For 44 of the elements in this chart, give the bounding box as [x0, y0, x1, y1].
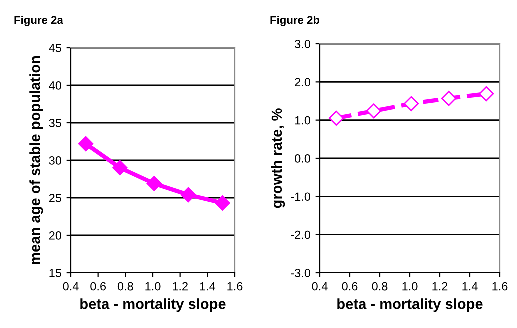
x-tick-label: 0.4 [312, 282, 328, 291]
chart-title: Figure 2b [270, 16, 320, 26]
y-tick-label: 0.0 [295, 154, 311, 163]
point [478, 86, 494, 102]
x-tick-label: 0.8 [118, 282, 134, 291]
y-tick-label: 45 [49, 44, 62, 52]
y-tick-label: 40 [49, 82, 62, 90]
chart-title: Figure 2a [14, 16, 64, 26]
x-tick-label: 1.6 [228, 282, 243, 291]
y-tick-label: -2.0 [291, 230, 311, 240]
x-tick-label: 1.4 [462, 282, 478, 291]
x-tick-label: 0.8 [372, 282, 388, 291]
x-tick-label: 1.2 [173, 282, 188, 291]
x-tick-label: 1.0 [146, 282, 161, 291]
y-tick-label: -3.0 [291, 269, 311, 278]
y-tick-label: -1.0 [291, 192, 311, 202]
y-axis-title: mean age of stable population [30, 56, 44, 264]
x-tick-label: 1.6 [492, 282, 508, 291]
x-tick-label: 0.4 [63, 282, 79, 291]
y-tick-label: 1.0 [295, 116, 311, 125]
y-tick-label: 2.0 [295, 78, 311, 87]
x-tick-label: 1.2 [432, 282, 448, 291]
point [180, 187, 196, 203]
point [404, 96, 420, 112]
point [146, 176, 162, 192]
point [441, 91, 457, 106]
point [78, 136, 94, 152]
point [215, 196, 230, 211]
y-tick-label: 3.0 [295, 40, 311, 48]
x-tick-label: 1.0 [402, 282, 418, 291]
y-tick-label: 30 [49, 156, 62, 165]
point [328, 110, 344, 126]
point [366, 104, 382, 119]
y-tick-label: 20 [49, 232, 62, 240]
x-tick-label: 0.6 [342, 282, 358, 291]
x-tick-label: 0.6 [90, 282, 106, 291]
x-axis-title: beta - mortality slope [338, 298, 483, 312]
y-tick-label: 15 [50, 269, 62, 278]
y-tick-label: 25 [49, 194, 62, 202]
point [112, 160, 128, 176]
x-tick-label: 1.4 [200, 282, 216, 291]
y-axis-title: growth rate, % [271, 108, 286, 208]
y-tick-label: 35 [49, 119, 62, 128]
x-axis-title: beta - mortality slope [80, 298, 226, 312]
